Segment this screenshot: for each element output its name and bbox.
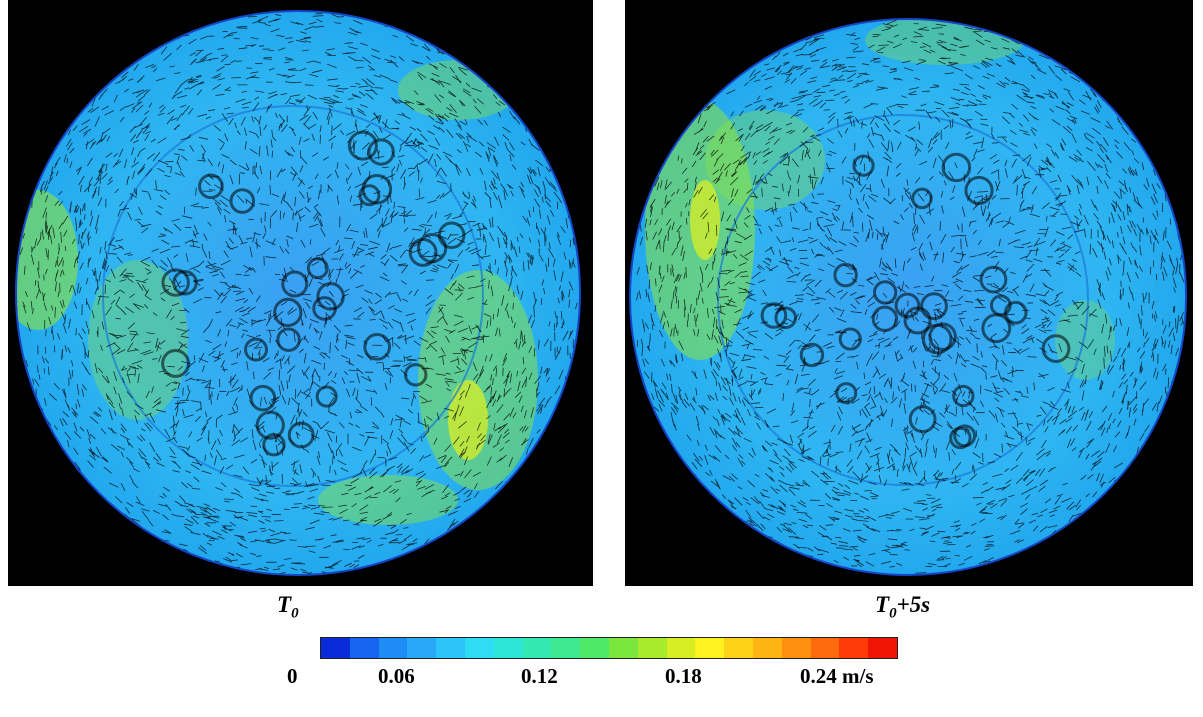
vortex-marker <box>979 265 1008 294</box>
flow-field-panel-t0-plus-5s <box>625 0 1193 586</box>
colorbar-segment <box>839 638 869 658</box>
colorbar-segment <box>868 638 897 658</box>
vortex-marker <box>198 173 224 200</box>
colorbar-segment <box>637 638 667 658</box>
vortex-marker <box>799 342 825 368</box>
vortex-marker <box>852 154 875 177</box>
vortex-marker <box>255 410 285 440</box>
high-velocity-region <box>318 475 458 525</box>
colorbar-segment <box>493 638 523 658</box>
vortex-marker <box>161 348 190 378</box>
vortex-marker <box>287 421 315 449</box>
vortex-marker <box>964 175 994 206</box>
vortex-marker <box>903 306 932 335</box>
colorbar-segment <box>781 638 811 658</box>
vortex-marker <box>894 292 921 319</box>
vortex-marker <box>921 323 953 355</box>
vortex-marker <box>774 306 797 330</box>
colorbar-segment <box>551 638 581 658</box>
vortex-marker <box>835 382 858 405</box>
colorbar-segment <box>608 638 638 658</box>
colorbar-segment <box>695 638 725 658</box>
caption-t0: T0 <box>277 592 299 622</box>
vortex-marker <box>928 322 957 351</box>
vortex-marker <box>244 337 268 362</box>
vortex-marker <box>347 130 378 161</box>
high-velocity-region <box>88 260 188 420</box>
colorbar-segment <box>522 638 552 658</box>
vortex-marker <box>161 268 190 297</box>
colorbar-segment <box>580 638 609 658</box>
vortex-marker <box>276 327 301 352</box>
velocity-colorbar <box>320 637 898 659</box>
vortex-marker <box>404 363 428 387</box>
vortex-marker <box>1041 334 1071 364</box>
colorbar-segment <box>724 638 753 658</box>
colorbar-tick-label: 0.12 <box>521 664 558 688</box>
velocity-field-plot-left <box>15 10 581 576</box>
colorbar-segment <box>666 638 696 658</box>
colorbar-tick-label: 0.18 <box>665 664 702 688</box>
colorbar-tick-label: 0.24 m/s <box>800 664 874 688</box>
vortex-marker <box>1003 300 1028 325</box>
vortex-marker <box>316 282 345 311</box>
colorbar-tick-label: 0 <box>287 664 298 688</box>
peak-velocity-region <box>448 380 488 460</box>
vortex-marker <box>249 384 277 412</box>
vortex-marker <box>911 187 933 210</box>
vortex-marker <box>908 405 937 434</box>
vortex-marker <box>273 297 303 328</box>
colorbar-segment <box>464 638 494 658</box>
colorbar-segment <box>349 638 379 658</box>
inner-ring <box>102 105 484 487</box>
velocity-vectors <box>632 19 1186 574</box>
vortex-marker <box>281 270 309 298</box>
colorbar-segment <box>436 638 465 658</box>
colorbar-segment <box>378 638 408 658</box>
caption-t0-plus-5s: T0+5s <box>875 592 931 622</box>
colorbar-segment <box>321 638 350 658</box>
vortex-marker <box>760 302 788 329</box>
vortex-marker <box>871 305 899 332</box>
high-velocity-region <box>865 19 1025 65</box>
vortex-marker <box>229 188 256 214</box>
vortex-marker <box>306 257 329 280</box>
vortex-marker <box>367 138 395 166</box>
peak-velocity-region <box>690 180 720 260</box>
vortex-marker <box>949 426 972 450</box>
vortex-marker <box>941 152 972 183</box>
vortex-marker <box>833 262 858 288</box>
vortex-marker <box>416 232 448 264</box>
vortex-marker <box>315 385 338 408</box>
vortex-marker <box>920 292 948 321</box>
high-velocity-region <box>398 60 518 120</box>
vortex-marker <box>172 270 198 296</box>
vortex-marker <box>838 327 862 351</box>
high-velocity-region <box>705 110 825 210</box>
colorbar-tick-label: 0.06 <box>378 664 415 688</box>
vortex-marker <box>952 384 975 408</box>
high-velocity-region <box>1055 300 1115 380</box>
flow-field-panel-t0 <box>8 0 593 586</box>
vessel-disk <box>630 19 1186 575</box>
velocity-field-plot-right <box>629 18 1187 576</box>
colorbar-segment <box>810 638 840 658</box>
vortex-marker <box>358 184 381 207</box>
vortex-marker <box>363 333 392 361</box>
vessel-wall <box>629 18 1187 576</box>
vortex-marker <box>262 433 286 457</box>
vortex-marker <box>872 280 898 305</box>
vessel-wall <box>15 10 581 576</box>
velocity-vectors <box>16 11 580 575</box>
colorbar-segment <box>752 638 782 658</box>
colorbar-segment <box>407 638 437 658</box>
